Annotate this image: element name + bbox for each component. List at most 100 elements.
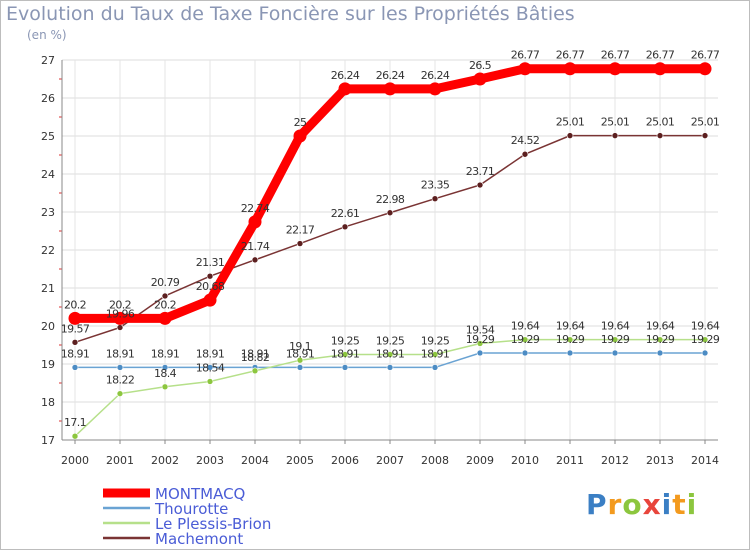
data-point xyxy=(431,364,439,371)
data-point xyxy=(341,351,349,358)
data-label: 18.91 xyxy=(106,347,135,360)
data-label: 26.77 xyxy=(646,49,675,62)
logo-letter: t xyxy=(672,488,687,521)
data-label: 18.91 xyxy=(421,347,450,360)
data-label: 18.91 xyxy=(376,347,405,360)
y-tick-label: 26 xyxy=(41,92,55,105)
series-machemont xyxy=(71,132,709,346)
data-point xyxy=(476,340,484,347)
data-point xyxy=(521,336,529,343)
data-point xyxy=(68,311,82,325)
data-label: 25.01 xyxy=(646,116,675,129)
data-label: 19.29 xyxy=(466,333,495,346)
data-label: 25 xyxy=(294,116,307,129)
data-labels: 19.57 19.96 20.79 21.31 21.74 22.17 22.61 22.98… xyxy=(61,49,721,429)
data-label: 19.57 xyxy=(61,322,90,335)
y-tick-label: 22 xyxy=(41,244,55,257)
data-point xyxy=(296,240,304,247)
data-point xyxy=(296,356,304,364)
data-point xyxy=(251,367,259,375)
data-point xyxy=(206,272,214,280)
data-point xyxy=(116,364,124,371)
data-label: 26.24 xyxy=(376,69,405,82)
data-point xyxy=(248,215,262,229)
data-label: 25.01 xyxy=(601,116,630,129)
y-tick-label: 23 xyxy=(41,206,55,219)
data-point xyxy=(701,336,709,343)
data-point xyxy=(563,62,577,76)
data-label: 18.22 xyxy=(106,374,135,387)
y-tick-label: 20 xyxy=(41,320,55,333)
data-point xyxy=(293,129,307,143)
data-point xyxy=(296,364,304,371)
data-label: 19.29 xyxy=(511,333,540,346)
x-tick-label: 2006 xyxy=(331,454,359,467)
data-label: 19.29 xyxy=(646,333,675,346)
data-point xyxy=(701,132,709,139)
data-point xyxy=(566,336,574,343)
data-label: 19.29 xyxy=(691,333,720,346)
data-label: 19.25 xyxy=(421,335,450,348)
x-tick-label: 2012 xyxy=(601,454,629,467)
y-tick-label: 21 xyxy=(41,282,55,295)
data-point xyxy=(71,364,79,371)
y-tick-label: 17 xyxy=(41,434,55,447)
x-tick-label: 2009 xyxy=(466,454,494,467)
data-label: 24.52 xyxy=(511,134,540,147)
data-point xyxy=(611,349,619,357)
x-tick-label: 2000 xyxy=(61,454,89,467)
data-label: 21.74 xyxy=(241,240,270,253)
y-tick-label: 18 xyxy=(41,396,55,409)
data-point xyxy=(383,82,397,96)
data-label: 19.29 xyxy=(601,333,630,346)
data-point xyxy=(71,432,79,440)
data-point xyxy=(386,209,394,217)
data-point xyxy=(431,195,439,202)
data-label: 25.01 xyxy=(556,116,585,129)
axes: 17 18 19 20 21 22 23 24 25 26 27 2000 2001 2002 2003 20… xyxy=(41,54,719,467)
logo-letter: i xyxy=(661,488,673,521)
x-tick-label: 2005 xyxy=(286,454,314,467)
x-tick-label: 2011 xyxy=(556,454,584,467)
proxiti-logo: Proxiti xyxy=(586,488,697,521)
data-label: 20.2 xyxy=(154,298,176,311)
data-point xyxy=(656,349,664,357)
legend-label: MONTMACQ xyxy=(155,485,245,503)
data-label: 18.91 xyxy=(241,347,270,360)
data-label: 19.54 xyxy=(466,323,495,336)
x-tick-label: 2010 xyxy=(511,454,539,467)
data-point xyxy=(476,349,484,357)
data-label: 20.79 xyxy=(151,276,180,289)
data-point xyxy=(698,62,712,76)
data-label: 19.64 xyxy=(556,320,585,333)
data-label: 22.74 xyxy=(241,202,270,215)
x-tick-label: 2008 xyxy=(421,454,449,467)
data-label: 26.77 xyxy=(691,49,720,62)
data-point xyxy=(341,223,349,231)
x-tick-label: 2001 xyxy=(106,454,134,467)
data-label: 21.31 xyxy=(196,256,225,269)
data-label: 19.29 xyxy=(556,333,585,346)
data-label: 23.35 xyxy=(421,179,450,192)
unit-label: (en %) xyxy=(27,28,67,42)
data-point xyxy=(161,364,169,371)
data-point xyxy=(71,339,79,346)
data-point xyxy=(428,82,442,96)
data-point xyxy=(161,383,169,391)
legend-label: Machemont xyxy=(155,530,243,548)
data-label: 26.24 xyxy=(421,69,450,82)
data-label: 22.17 xyxy=(286,224,315,237)
data-point xyxy=(566,132,574,139)
data-label: 18.91 xyxy=(151,347,180,360)
data-point xyxy=(116,390,124,397)
y-tick-label: 19 xyxy=(41,358,55,371)
data-label: 19.64 xyxy=(691,320,720,333)
data-label: 19.25 xyxy=(376,335,405,348)
x-tick-label: 2013 xyxy=(646,454,674,467)
data-label: 19.25 xyxy=(331,335,360,348)
data-point xyxy=(521,150,529,158)
data-point xyxy=(566,349,574,357)
data-point xyxy=(161,292,169,300)
data-label: 20.2 xyxy=(64,298,86,311)
